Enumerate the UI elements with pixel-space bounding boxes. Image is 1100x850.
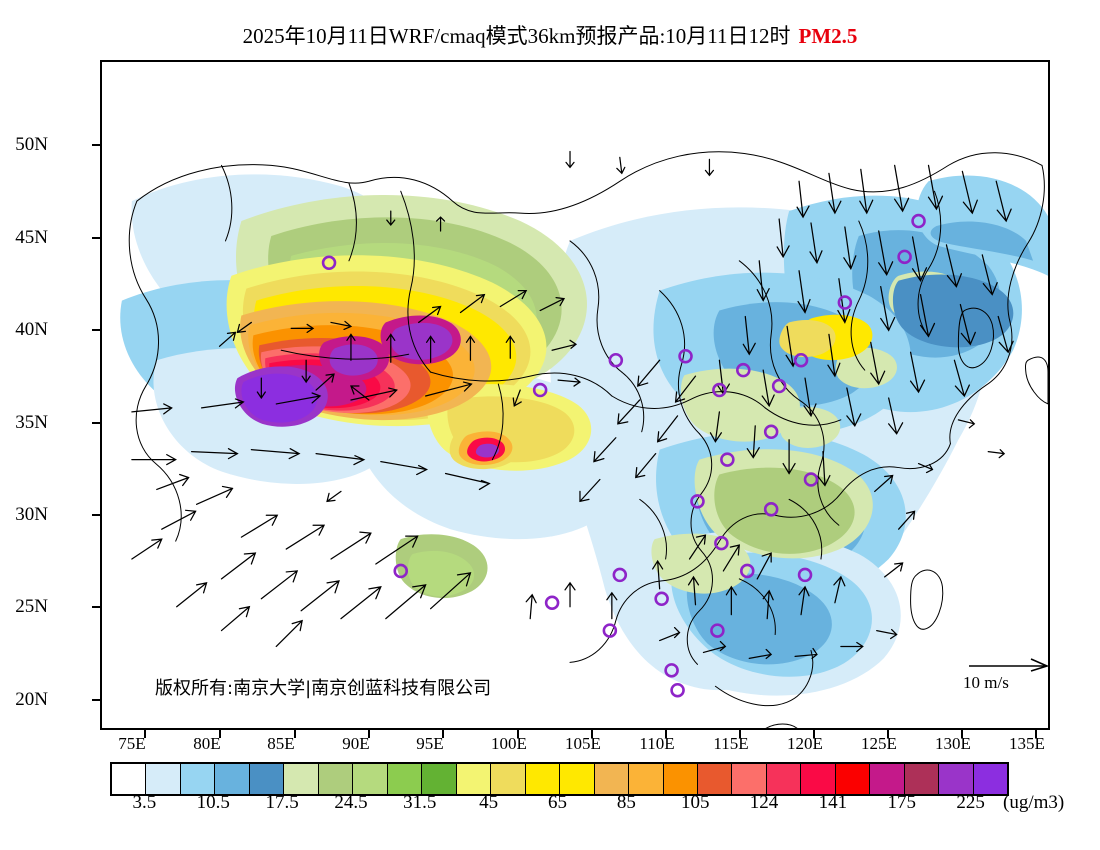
colorbar-cell-15 [629, 764, 664, 794]
x-tickmark [739, 730, 741, 738]
y-tick-label-40n: 40N [15, 319, 48, 340]
y-tickmark [92, 606, 100, 608]
x-tick-label-135e: 135E [1009, 734, 1045, 753]
colorbar-label-31.5: 31.5 [403, 792, 437, 813]
colorbar-cell-5 [284, 764, 319, 794]
x-tick-label-105e: 105E [565, 734, 601, 753]
colorbar-cell-20 [801, 764, 836, 794]
colorbar-cell-10 [456, 764, 492, 794]
y-tickmark [92, 514, 100, 516]
x-tickmark [961, 730, 963, 738]
colorbar-cell-16 [663, 764, 698, 794]
x-tick-label-90e: 90E [342, 734, 370, 753]
title-main-text: 2025年10月11日WRF/cmaq模式36km预报产品:10月11日12时 [242, 24, 791, 48]
x-tick-label-85e: 85E [267, 734, 295, 753]
wind-scale-label: 10 m/s [963, 673, 1009, 692]
colorbar-label-85: 85 [616, 792, 636, 813]
colorbar-cell-24 [939, 764, 974, 794]
y-tickmark [92, 699, 100, 701]
wind-arrow-icon [969, 658, 1050, 672]
x-tick-label-130e: 130E [935, 734, 971, 753]
y-tick-label-30n: 30N [15, 504, 48, 525]
colorbar-label-105: 105 [680, 792, 710, 813]
x-tick-label-110e: 110E [639, 734, 675, 753]
x-tickmark [1035, 730, 1037, 738]
colorbar-label-141: 141 [818, 792, 848, 813]
colorbar-label-17.5: 17.5 [265, 792, 299, 813]
colorbar-cell-11 [491, 764, 526, 794]
x-tickmark [144, 730, 146, 738]
colorbar-label-24.5: 24.5 [334, 792, 368, 813]
x-tickmark [442, 730, 444, 738]
colorbar-cell-13 [560, 764, 595, 794]
colorbar-unit-label: (ug/m3) [1003, 792, 1065, 813]
x-tick-label-75e: 75E [118, 734, 146, 753]
colorbar-label-45: 45 [479, 792, 499, 813]
colorbar-label-175: 175 [887, 792, 916, 813]
colorbar-cell-1 [146, 764, 181, 794]
colorbar-cell-22 [870, 764, 905, 794]
colorbar-cell-2 [180, 764, 216, 794]
y-tick-label-45n: 45N [15, 227, 48, 248]
map-plot-area[interactable] [100, 60, 1050, 730]
y-tickmark [92, 237, 100, 239]
x-tickmark [591, 730, 593, 738]
x-tick-label-115e: 115E [713, 734, 749, 753]
x-tick-label-80e: 80E [193, 734, 221, 753]
x-tickmark [665, 730, 667, 738]
copyright-watermark: 版权所有:南京大学|南京创蓝科技有限公司 [155, 678, 492, 699]
x-tick-label-120e: 120E [787, 734, 823, 753]
colorbar-cell-18 [732, 764, 767, 794]
colorbar-cell-0 [112, 764, 147, 794]
colorbar-cell-19 [766, 764, 802, 794]
y-tick-label-20n: 20N [15, 689, 48, 710]
x-tickmark [517, 730, 519, 738]
colorbar-cell-21 [835, 764, 871, 794]
colorbar-label-3.5: 3.5 [132, 792, 157, 813]
y-tickmark [92, 329, 100, 331]
colorbar-cell-14 [594, 764, 630, 794]
colorbar-cell-25 [973, 764, 1008, 794]
y-tickmark [92, 422, 100, 424]
colorbar-cell-17 [697, 764, 733, 794]
x-tick-label-125e: 125E [861, 734, 897, 753]
colorbar-label-124: 124 [749, 792, 779, 813]
colorbar-cell-8 [387, 764, 423, 794]
colorbar-cell-23 [904, 764, 940, 794]
wind-scale-key: 10 m/s [963, 655, 1053, 693]
x-tickmark [219, 730, 221, 738]
colorbar[interactable] [110, 762, 1009, 796]
title-variable-text: PM2.5 [798, 24, 858, 48]
colorbar-cell-3 [215, 764, 250, 794]
x-tickmark [294, 730, 296, 738]
colorbar-label-65: 65 [548, 792, 567, 813]
colorbar-cell-12 [525, 764, 561, 794]
y-tick-label-50n: 50N [15, 134, 48, 155]
colorbar-cell-7 [353, 764, 388, 794]
x-tick-label-100e: 100E [491, 734, 527, 753]
y-tickmark [92, 144, 100, 146]
colorbar-label-225: 225 [956, 792, 985, 813]
x-tick-label-95e: 95E [416, 734, 444, 753]
station-markers [321, 213, 926, 698]
colorbar-label-10.5: 10.5 [196, 792, 230, 813]
pm25-contour-map [120, 150, 1048, 728]
colorbar-cell-9 [422, 764, 457, 794]
page-title: 2025年10月11日WRF/cmaq模式36km预报产品:10月11日12时 P… [0, 20, 1100, 50]
x-tickmark [813, 730, 815, 738]
y-tick-label-25n: 25N [15, 596, 48, 617]
colorbar-cell-4 [249, 764, 285, 794]
x-tickmark [887, 730, 889, 738]
y-tick-label-35n: 35N [15, 412, 48, 433]
colorbar-cell-6 [318, 764, 354, 794]
x-tickmark [368, 730, 370, 738]
